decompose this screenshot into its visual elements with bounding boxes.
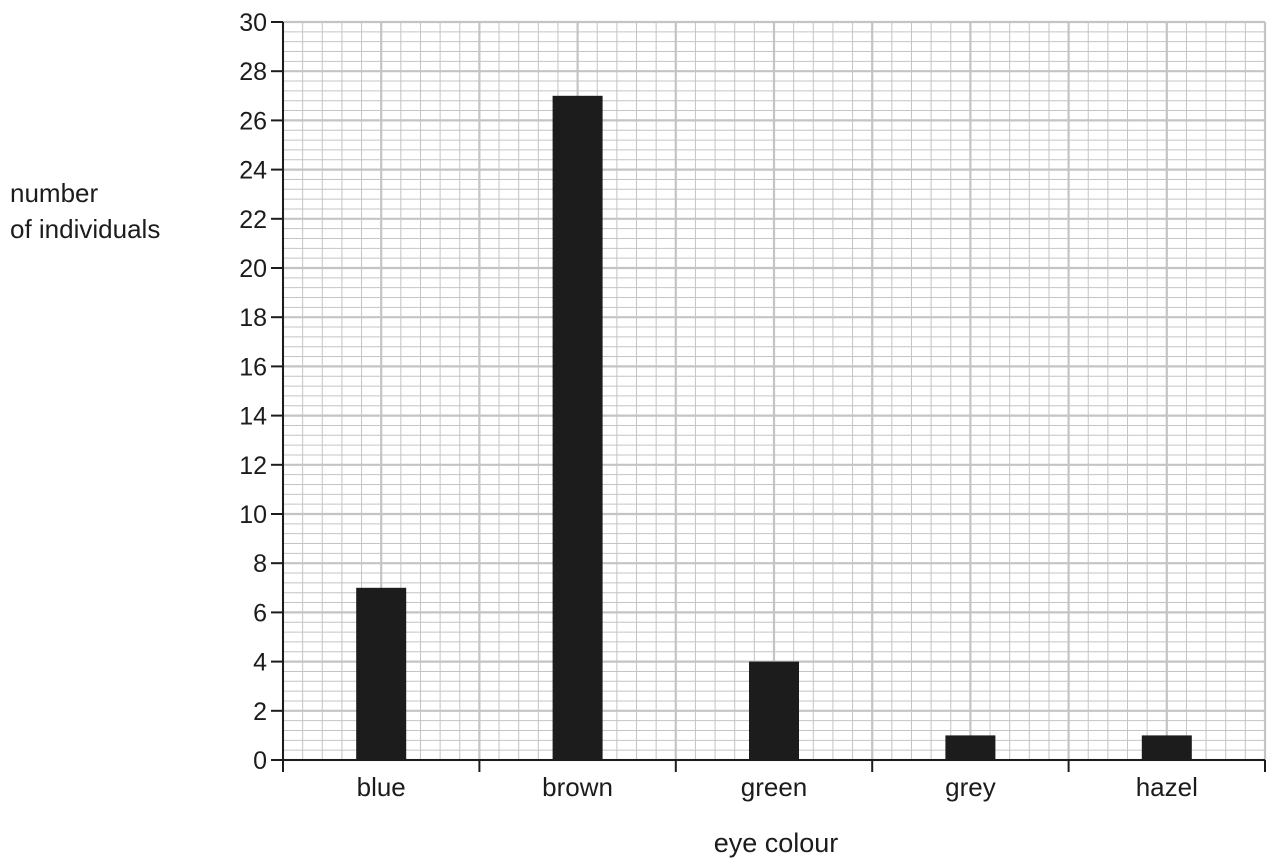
y-tick-label: 24 xyxy=(239,157,267,185)
y-tick-label: 6 xyxy=(253,599,267,627)
y-tick-label: 28 xyxy=(239,58,267,86)
y-axis-label-line-1: number xyxy=(10,178,99,208)
y-axis-label-line-2: of individuals xyxy=(10,214,161,244)
x-tick-label-grey: grey xyxy=(945,772,996,802)
bar-hazel xyxy=(1141,735,1192,760)
y-tick-label: 14 xyxy=(239,403,267,431)
y-tick-label: 2 xyxy=(253,698,267,726)
x-tick-label-hazel: hazel xyxy=(1136,772,1198,802)
axes xyxy=(271,21,1266,772)
y-tick-label: 16 xyxy=(239,353,267,381)
major-gridlines xyxy=(281,20,1267,762)
x-tick-label-brown: brown xyxy=(542,772,613,802)
bar-blue xyxy=(356,587,407,760)
y-tick-label: 26 xyxy=(239,107,267,135)
bar-green xyxy=(749,661,799,760)
y-tick-label: 10 xyxy=(239,501,267,529)
y-tick-label: 12 xyxy=(239,452,267,480)
x-tick-label-green: green xyxy=(741,772,808,802)
bars xyxy=(356,95,1192,761)
y-tick-label: 4 xyxy=(253,649,267,677)
y-tick-label: 18 xyxy=(239,304,267,332)
bar-grey xyxy=(945,735,996,760)
y-tick-label: 8 xyxy=(253,550,267,578)
bar-brown xyxy=(552,95,603,761)
y-tick-label: 22 xyxy=(239,206,267,234)
y-tick-label: 30 xyxy=(239,9,267,37)
y-tick-label: 20 xyxy=(239,255,267,283)
x-tick-labels: blue brown green grey hazel xyxy=(357,772,1198,802)
x-axis-label: eye colour xyxy=(713,828,839,858)
x-tick-label-blue: blue xyxy=(357,772,406,802)
y-tick-label: 0 xyxy=(253,747,267,775)
